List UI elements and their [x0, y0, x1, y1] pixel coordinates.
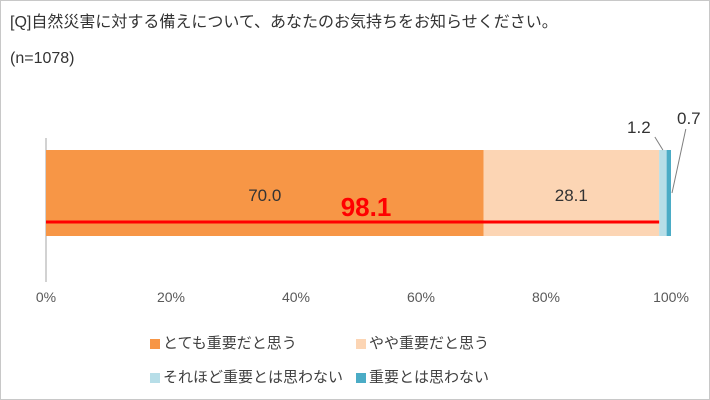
legend-item-somewhat-important: やや重要だと思う	[356, 335, 489, 353]
sample-size-label: (n=1078)	[10, 50, 75, 67]
x-tick-label: 80%	[532, 289, 560, 305]
x-tick-label: 0%	[36, 289, 56, 305]
bar-segment-not-important	[666, 150, 671, 236]
x-tick-label: 60%	[407, 289, 435, 305]
legend-label: 重要とは思わない	[369, 369, 490, 386]
legend-swatch-very-important	[150, 339, 160, 349]
x-tick-label: 40%	[282, 289, 310, 305]
legend-label: やや重要だと思う	[369, 335, 490, 352]
x-tick-label: 100%	[653, 289, 689, 305]
legend-item-not-important: 重要とは思わない	[356, 369, 489, 387]
x-tick-label: 20%	[157, 289, 185, 305]
legend-swatch-somewhat-important	[356, 339, 366, 349]
leader-line-not-important	[671, 128, 687, 194]
leader-line-not-very-important	[654, 136, 664, 151]
legend-swatch-not-important	[356, 373, 366, 383]
data-label-not-very-important: 1.2	[627, 118, 651, 137]
data-label-not-important: 0.7	[677, 109, 701, 128]
legend-label: とても重要だと思う	[163, 335, 297, 352]
legend-item-very-important: とても重要だと思う	[150, 335, 297, 353]
legend-swatch-not-very-important	[150, 373, 160, 383]
legend-label: それほど重要とは思わない	[163, 369, 344, 386]
bar-segment-not-very-important	[659, 150, 667, 236]
data-label-very-important: 70.0	[248, 186, 281, 205]
chart-title: [Q]自然災害に対する備えについて、あなたのお気持ちをお知らせください。	[10, 14, 558, 31]
legend-item-not-very-important: それほど重要とは思わない	[150, 369, 343, 387]
top2-total-label: 98.1	[341, 192, 392, 222]
data-label-somewhat-important: 28.1	[555, 186, 588, 205]
